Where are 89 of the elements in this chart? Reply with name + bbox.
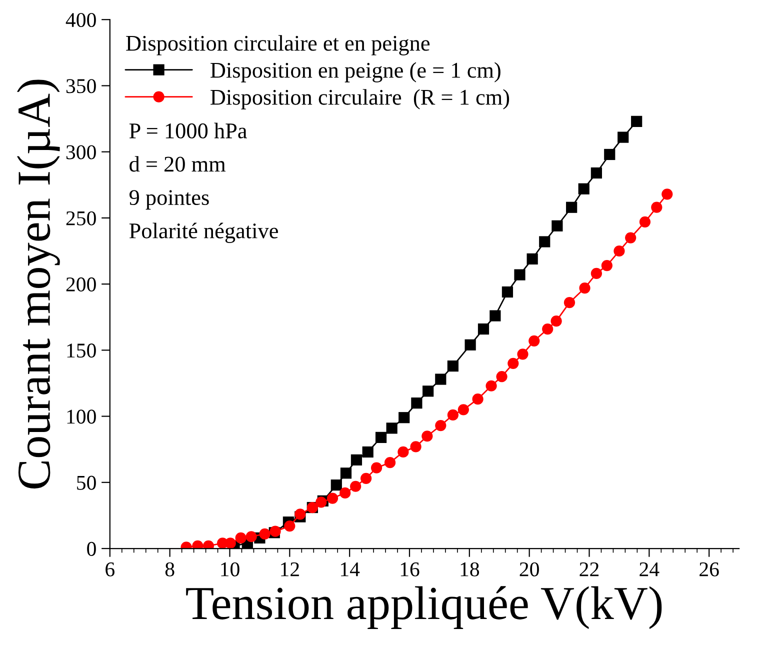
point xyxy=(550,316,562,327)
y-tick-label: 350 xyxy=(66,79,96,94)
legend-label: Disposition en peigne (e = 1 cm) xyxy=(210,62,500,82)
y-tick-label: 200 xyxy=(66,277,96,292)
point xyxy=(370,462,382,474)
point xyxy=(542,323,554,335)
y-tick-label: 0 xyxy=(87,542,96,556)
point xyxy=(526,253,538,264)
point xyxy=(625,232,636,244)
y-tick-label: 300 xyxy=(66,145,96,160)
point xyxy=(590,268,602,280)
point xyxy=(350,480,362,492)
x-tick-label: 6 xyxy=(106,562,114,576)
annotation: 9 pointes xyxy=(130,190,209,210)
y-tick-label: 50 xyxy=(77,476,96,490)
point xyxy=(410,441,422,452)
point xyxy=(435,374,446,385)
point xyxy=(435,420,446,432)
point xyxy=(350,454,362,466)
point xyxy=(386,422,398,434)
point xyxy=(486,380,497,392)
point xyxy=(579,282,590,294)
x-axis-title: Tension appliquée V(kV) xyxy=(186,586,662,630)
point xyxy=(496,371,508,382)
point xyxy=(508,358,519,369)
point xyxy=(528,335,540,346)
point xyxy=(490,310,501,322)
y-tick-label: 150 xyxy=(67,344,96,358)
point xyxy=(224,538,236,549)
point xyxy=(590,167,602,179)
point xyxy=(639,216,651,228)
point xyxy=(326,492,338,504)
point xyxy=(340,487,351,499)
point xyxy=(514,269,526,280)
legend-label: Disposition circulaire (R = 1 cm) xyxy=(210,89,510,110)
point xyxy=(422,430,433,442)
legend-title: Disposition circulaire et en peigne xyxy=(126,35,430,56)
annotation: Polarité négative xyxy=(129,222,278,243)
point xyxy=(447,360,458,372)
x-tick-label: 22 xyxy=(580,562,599,576)
y-tick-label: 400 xyxy=(66,12,96,28)
point xyxy=(398,412,410,424)
x-tick-label: 16 xyxy=(400,562,420,576)
point xyxy=(517,348,528,360)
point xyxy=(246,531,257,542)
point xyxy=(411,398,422,409)
x-tick-label: 18 xyxy=(460,562,480,576)
point xyxy=(566,202,578,213)
point xyxy=(578,183,590,194)
point xyxy=(614,245,625,257)
point xyxy=(618,132,629,143)
point xyxy=(458,404,469,416)
x-tick-label: 24 xyxy=(640,562,660,576)
x-tick-label: 10 xyxy=(221,562,240,576)
point xyxy=(294,508,306,520)
point xyxy=(447,409,458,421)
point xyxy=(398,446,409,458)
point xyxy=(360,472,372,484)
x-tick-label: 26 xyxy=(700,562,719,576)
point xyxy=(651,202,662,213)
point xyxy=(340,468,352,479)
point xyxy=(478,323,490,335)
point xyxy=(631,116,642,127)
point xyxy=(259,528,270,540)
point xyxy=(472,394,484,405)
x-tick-label: 8 xyxy=(165,562,174,576)
point xyxy=(502,286,514,298)
annotation: P = 1000 hPa xyxy=(129,122,247,138)
point xyxy=(375,432,387,443)
point xyxy=(384,457,396,468)
point xyxy=(330,479,342,491)
annotation: d = 20 mm xyxy=(130,156,226,172)
y-tick-label: 100 xyxy=(67,410,96,424)
y-axis-title: Courant moyen I(µA) xyxy=(16,80,60,488)
point xyxy=(564,297,576,308)
point xyxy=(552,220,563,232)
point xyxy=(604,148,616,160)
point xyxy=(362,446,374,458)
x-tick-label: 12 xyxy=(281,562,299,576)
y-tick-label: 250 xyxy=(66,211,96,226)
x-tick-label: 14 xyxy=(341,562,360,576)
point xyxy=(284,520,296,532)
point xyxy=(422,386,434,397)
point xyxy=(235,532,246,544)
point xyxy=(539,236,550,248)
point xyxy=(662,188,673,200)
x-tick-label: 20 xyxy=(520,562,539,576)
point xyxy=(601,260,612,272)
point xyxy=(464,339,476,350)
